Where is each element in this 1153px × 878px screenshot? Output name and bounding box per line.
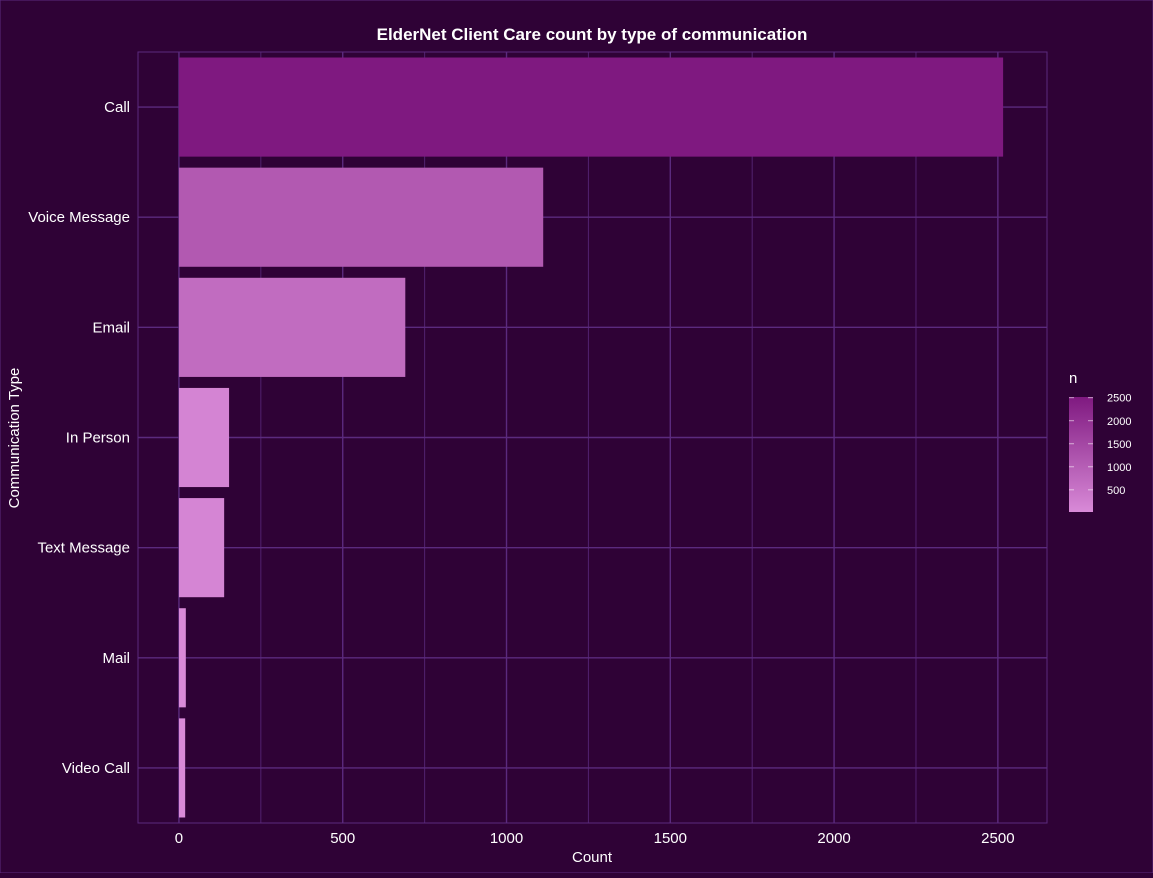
legend-tick-label: 2000 [1107,416,1131,428]
axis-layer: 0 500 1000 1500 2000 2500 Call Voice Message Ema… [28,99,1014,847]
legend-title: n [1069,370,1077,387]
legend: n 500 1000 1500 2000 2500 [1069,370,1131,512]
bar-email [178,277,406,377]
bar-text-message [178,498,225,598]
x-tick-label: 2000 [817,830,850,847]
legend-ticks: 500 1000 1500 2000 2500 [1069,393,1131,497]
legend-tick-label: 1000 [1107,462,1131,474]
x-tick-label: 1000 [490,830,523,847]
y-tick-label: Text Message [37,540,130,557]
y-tick-label: Voice Message [28,209,130,226]
x-axis-title: Count [572,849,613,866]
legend-tick-label: 2500 [1107,393,1131,405]
y-tick-label: Call [104,99,130,116]
y-tick-label: Email [92,319,130,336]
bar-video-call [178,718,186,818]
legend-tick-label: 500 [1107,485,1125,497]
y-tick-label: In Person [66,430,130,447]
legend-tick-label: 1500 [1107,439,1131,451]
y-axis-title: Communication Type [6,368,23,509]
bar-in-person [178,387,230,488]
chart-title: ElderNet Client Care count by type of co… [377,25,808,44]
bar-mail [178,608,186,708]
x-tick-label: 2500 [981,830,1014,847]
y-tick-label: Video Call [62,760,130,777]
bar-call [178,57,1004,157]
bar-layer [178,57,1004,818]
y-tick-label: Mail [102,650,130,667]
x-tick-label: 0 [175,830,183,847]
x-tick-label: 500 [330,830,355,847]
x-tick-label: 1500 [654,830,687,847]
bar-voice-message [178,167,544,267]
legend-colorbar [1069,397,1093,512]
